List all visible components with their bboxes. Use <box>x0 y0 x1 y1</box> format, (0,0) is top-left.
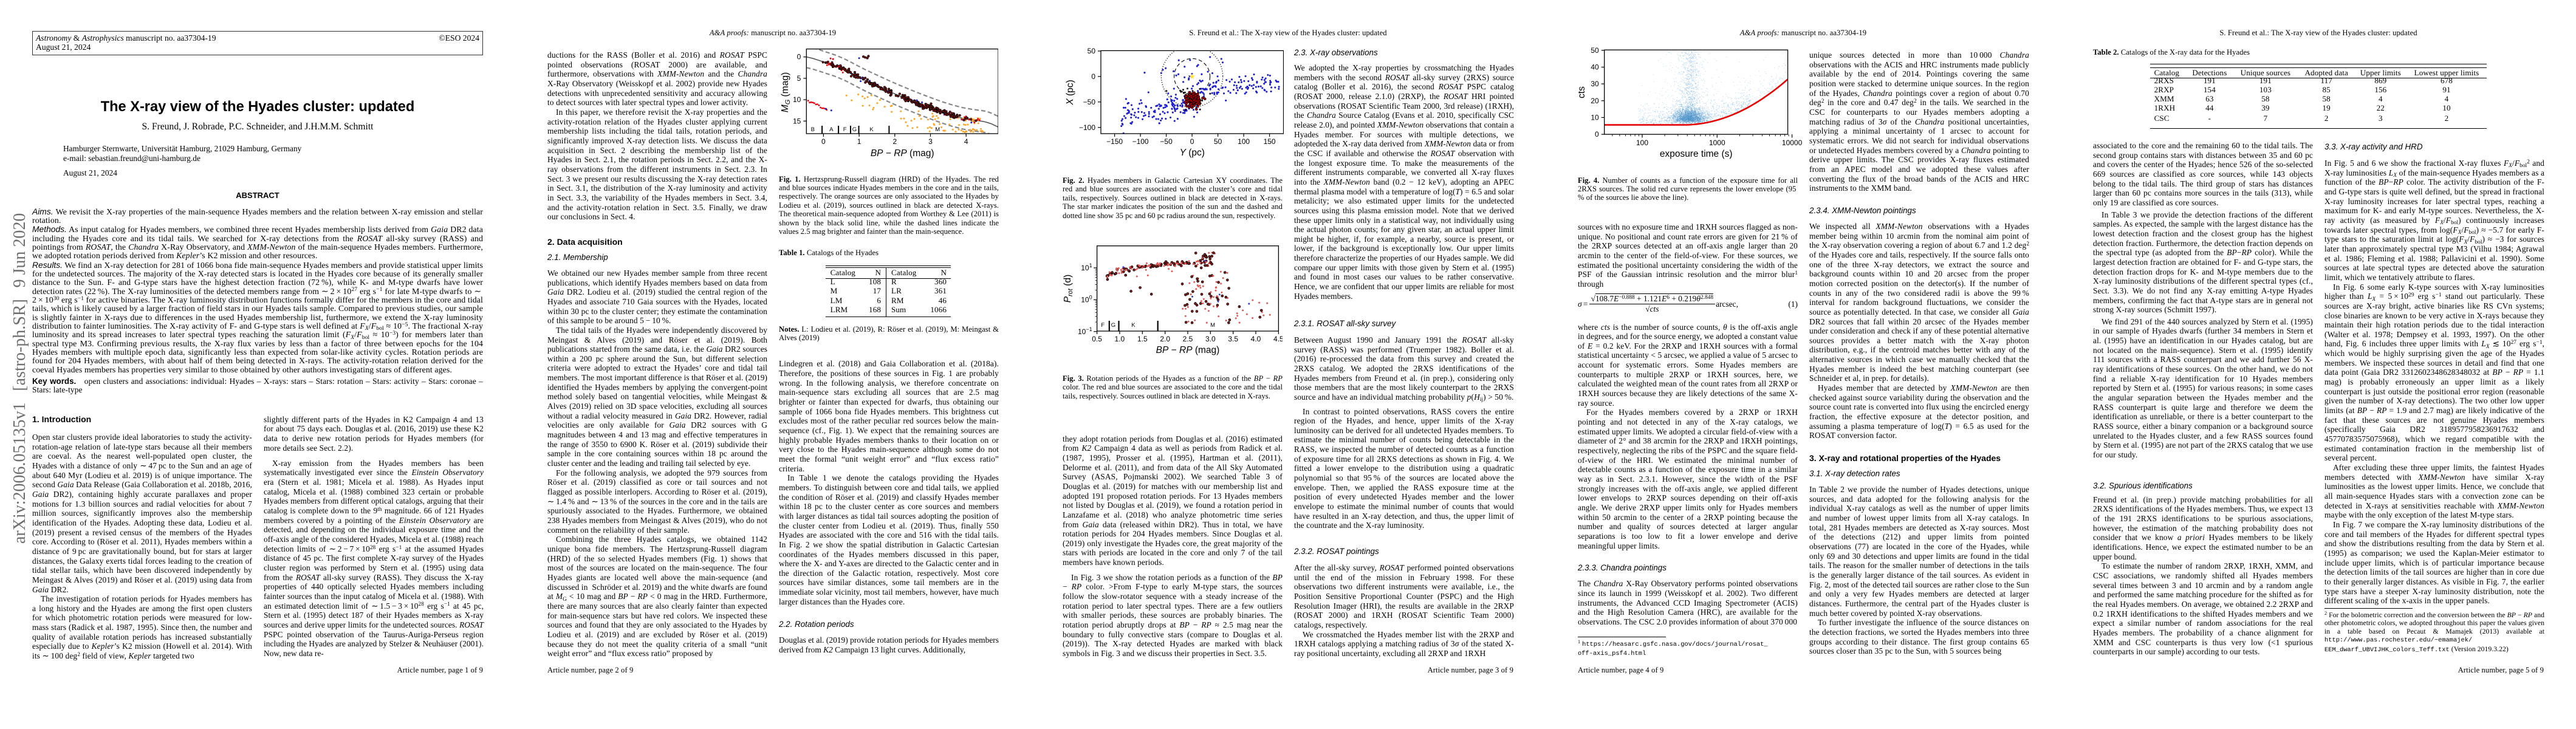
svg-text:−150: −150 <box>1106 137 1123 146</box>
svg-text:15: 15 <box>793 117 801 125</box>
svg-text:−50: −50 <box>1160 137 1173 146</box>
svg-text:Y (pc): Y (pc) <box>1180 148 1205 158</box>
svg-text:100: 100 <box>1238 137 1250 146</box>
svg-text:3.0: 3.0 <box>1205 335 1216 343</box>
svg-text:0: 0 <box>1091 72 1095 81</box>
svg-text:1: 1 <box>857 137 862 146</box>
svg-text:MG (mag): MG (mag) <box>780 72 792 112</box>
svg-text:10: 10 <box>793 95 801 104</box>
svg-text:X (pc): X (pc) <box>1065 80 1075 105</box>
svg-text:BP − RP (mag): BP − RP (mag) <box>871 148 934 159</box>
svg-text:1.0: 1.0 <box>1115 335 1125 343</box>
svg-text:G: G <box>852 126 857 133</box>
svg-text:−100: −100 <box>1132 137 1149 146</box>
svg-text:0: 0 <box>821 137 826 146</box>
svg-text:150: 150 <box>1264 137 1276 146</box>
svg-text:0: 0 <box>797 53 801 61</box>
svg-text:M: M <box>1210 322 1215 329</box>
svg-text:5: 5 <box>797 74 801 83</box>
svg-text:1.5: 1.5 <box>1137 335 1148 343</box>
svg-text:F: F <box>1101 322 1105 329</box>
svg-text:Prot (d): Prot (d) <box>1063 275 1074 303</box>
svg-text:4: 4 <box>964 137 968 146</box>
svg-text:M: M <box>935 126 940 133</box>
svg-text:A: A <box>829 126 834 133</box>
svg-text:BP − RP (mag): BP − RP (mag) <box>1156 345 1220 355</box>
svg-text:4.0: 4.0 <box>1251 335 1261 343</box>
svg-text:10−1: 10−1 <box>1078 326 1092 336</box>
svg-text:B: B <box>811 126 815 133</box>
svg-text:3.5: 3.5 <box>1228 335 1238 343</box>
svg-text:0.5: 0.5 <box>1092 335 1102 343</box>
svg-text:4.5: 4.5 <box>1273 335 1283 343</box>
svg-text:3: 3 <box>928 137 933 146</box>
svg-text:2.0: 2.0 <box>1160 335 1170 343</box>
svg-text:100: 100 <box>1081 294 1092 304</box>
svg-text:−100: −100 <box>1079 123 1095 132</box>
svg-text:K: K <box>1131 322 1136 329</box>
svg-text:G: G <box>1111 322 1115 329</box>
svg-text:50: 50 <box>1214 137 1222 146</box>
svg-text:K: K <box>869 126 874 133</box>
svg-text:−50: −50 <box>1083 98 1096 106</box>
svg-text:0: 0 <box>1190 137 1194 146</box>
svg-text:50: 50 <box>1088 47 1096 55</box>
svg-text:F: F <box>843 126 847 133</box>
svg-text:2: 2 <box>892 137 897 146</box>
svg-text:101: 101 <box>1081 262 1092 272</box>
svg-text:2.5: 2.5 <box>1183 335 1193 343</box>
